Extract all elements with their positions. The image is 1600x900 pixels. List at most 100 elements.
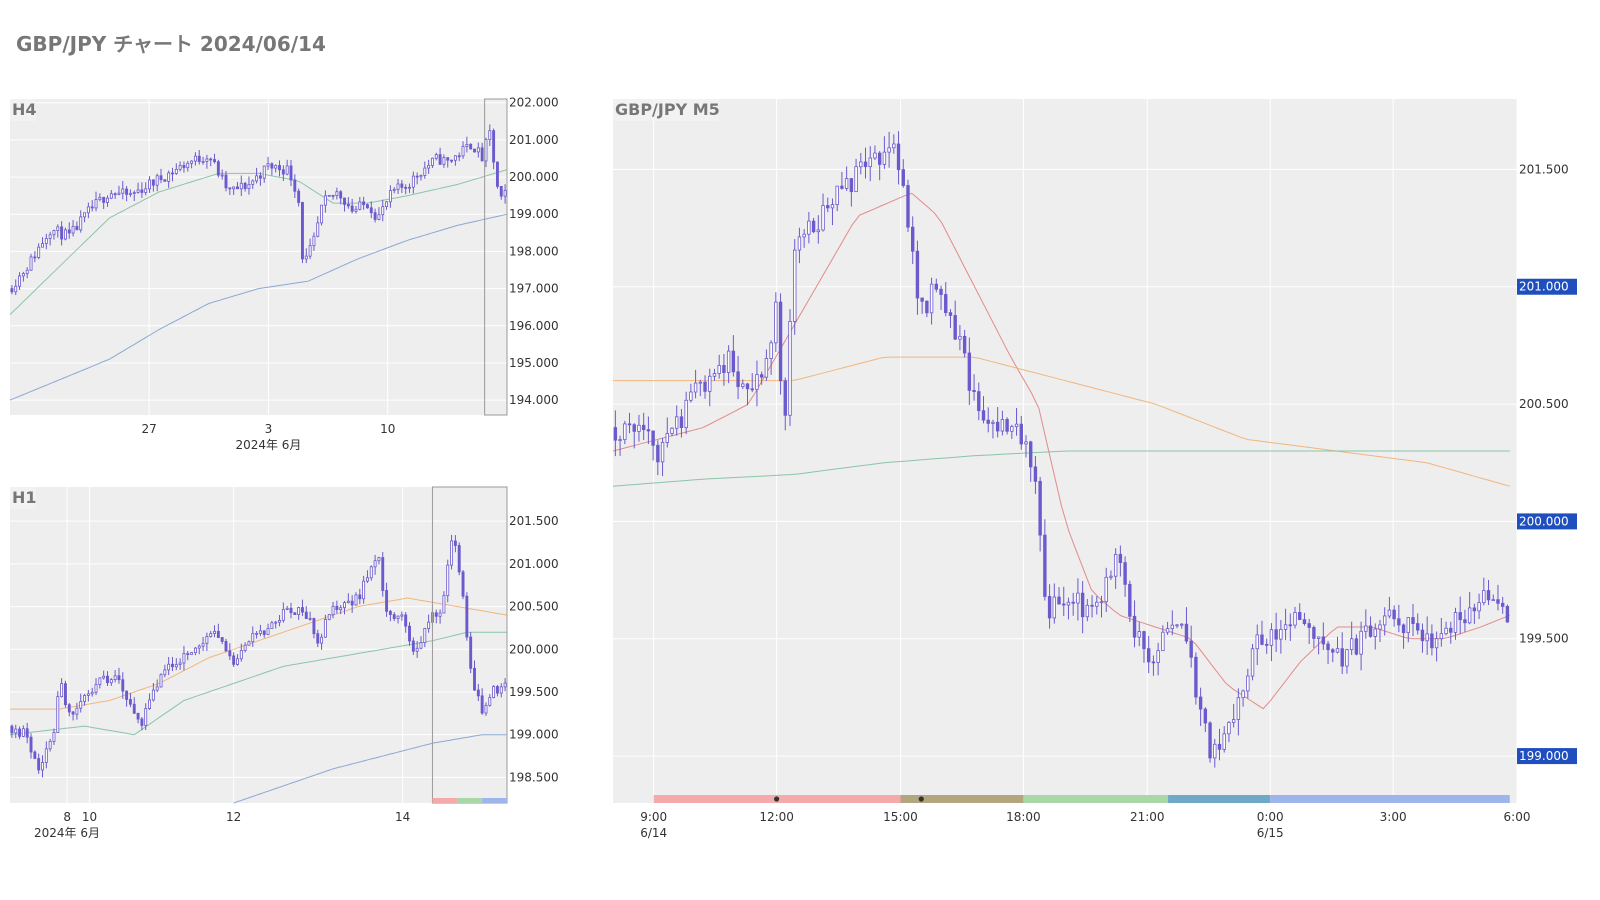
candle-body <box>1147 648 1151 663</box>
candle-body <box>239 649 243 660</box>
candle-body <box>117 192 121 195</box>
candle-body <box>396 183 400 190</box>
candle-body <box>320 204 324 224</box>
candle-body <box>201 161 205 163</box>
candle-body <box>480 695 484 714</box>
candle-body <box>788 320 792 416</box>
price-tag-label: 201.000 <box>1519 280 1569 294</box>
candle-body <box>873 152 877 159</box>
candle-body <box>802 233 806 238</box>
candle-body <box>759 374 764 378</box>
candle-body <box>1293 612 1297 626</box>
candle-body <box>366 577 369 582</box>
candle-body <box>453 540 457 546</box>
candle-body <box>312 618 316 635</box>
candle-body <box>21 273 25 277</box>
candle-body <box>755 374 759 390</box>
candle-body <box>167 172 171 182</box>
candle-body <box>1165 628 1170 633</box>
chart-title: GBP/JPY M5 <box>615 100 720 119</box>
plot-area <box>10 487 507 803</box>
candle-body <box>388 610 392 615</box>
candle-body <box>258 175 262 179</box>
session-band <box>482 798 507 803</box>
candle-body <box>1184 623 1189 642</box>
candle-body <box>450 540 454 566</box>
candle-body <box>174 168 178 174</box>
candle-body <box>75 225 79 231</box>
candle-body <box>293 612 297 616</box>
candle-body <box>41 243 44 248</box>
candle-body <box>1175 624 1179 627</box>
candle-body <box>844 178 849 189</box>
candle-body <box>1364 625 1368 632</box>
candle-body <box>1080 592 1085 618</box>
h4-chart[interactable]: 202.000 201.000 200.000 199.000 198.000 197.0… <box>0 90 570 465</box>
candle-body <box>10 725 14 734</box>
candle-body <box>75 707 79 715</box>
candle-body <box>362 201 366 206</box>
candle-body <box>377 214 381 220</box>
candle-body <box>285 165 289 175</box>
candle-body <box>1194 656 1198 698</box>
candle-body <box>1250 648 1255 677</box>
candle-body <box>67 704 71 713</box>
candle-body <box>1312 627 1316 639</box>
candle-body <box>339 191 343 199</box>
h1-chart[interactable]: 201.500 201.000 200.500 200.000 199.500 199.0… <box>0 478 570 853</box>
candle-body <box>148 179 151 190</box>
candle-body <box>1416 623 1420 631</box>
candle-body <box>1486 590 1491 601</box>
candle-body <box>136 189 140 193</box>
m5-chart[interactable]: 201.500 201.000 200.500 200.000 199.500 199.0… <box>600 90 1600 850</box>
candle-body <box>717 365 721 374</box>
candle-body <box>297 190 301 203</box>
candle-body <box>1378 624 1382 630</box>
candle-body <box>251 633 255 643</box>
candle-body <box>689 391 693 401</box>
y-tick-label: 200.500 <box>509 600 559 614</box>
candle-body <box>1231 719 1236 723</box>
candle-body <box>1161 631 1165 652</box>
candle-body <box>1302 619 1307 624</box>
candle-body <box>94 684 98 693</box>
candle-body <box>503 190 507 197</box>
candle-body <box>1142 631 1146 650</box>
candle-body <box>929 283 934 314</box>
candle-body <box>499 686 503 694</box>
candle-body <box>469 144 473 150</box>
candle-body <box>41 762 44 771</box>
candle-body <box>151 689 155 701</box>
candle-body <box>446 157 450 161</box>
moving-average-line <box>10 597 508 710</box>
candle-body <box>863 161 868 168</box>
candle-body <box>1203 708 1208 724</box>
candle-body <box>381 206 385 216</box>
candle-body <box>1241 690 1245 699</box>
candle-body <box>193 155 197 162</box>
candle-body <box>67 229 71 234</box>
candle-body <box>962 335 967 354</box>
candle-body <box>1222 733 1226 750</box>
x-tick-label: 3 <box>265 422 273 436</box>
candle-body <box>293 179 297 192</box>
candle-body <box>1118 553 1123 563</box>
candle-body <box>423 167 427 176</box>
candle-body <box>1137 631 1141 638</box>
candle-body <box>354 208 358 212</box>
price-tag-label: 199.000 <box>1519 749 1569 763</box>
x-tick-label: 14 <box>395 810 410 824</box>
candle-body <box>396 615 400 619</box>
candle-body <box>484 139 488 162</box>
candle-body <box>106 675 109 684</box>
candle-body <box>232 186 236 190</box>
candle-body <box>182 164 186 169</box>
candle-body <box>308 245 312 257</box>
candle-body <box>627 423 632 426</box>
candle-body <box>967 352 972 391</box>
candle-body <box>281 169 285 175</box>
candle-body <box>193 647 197 654</box>
candle-body <box>48 740 52 750</box>
x-tick-label: 9:00 <box>640 810 667 824</box>
candle-body <box>79 701 83 709</box>
